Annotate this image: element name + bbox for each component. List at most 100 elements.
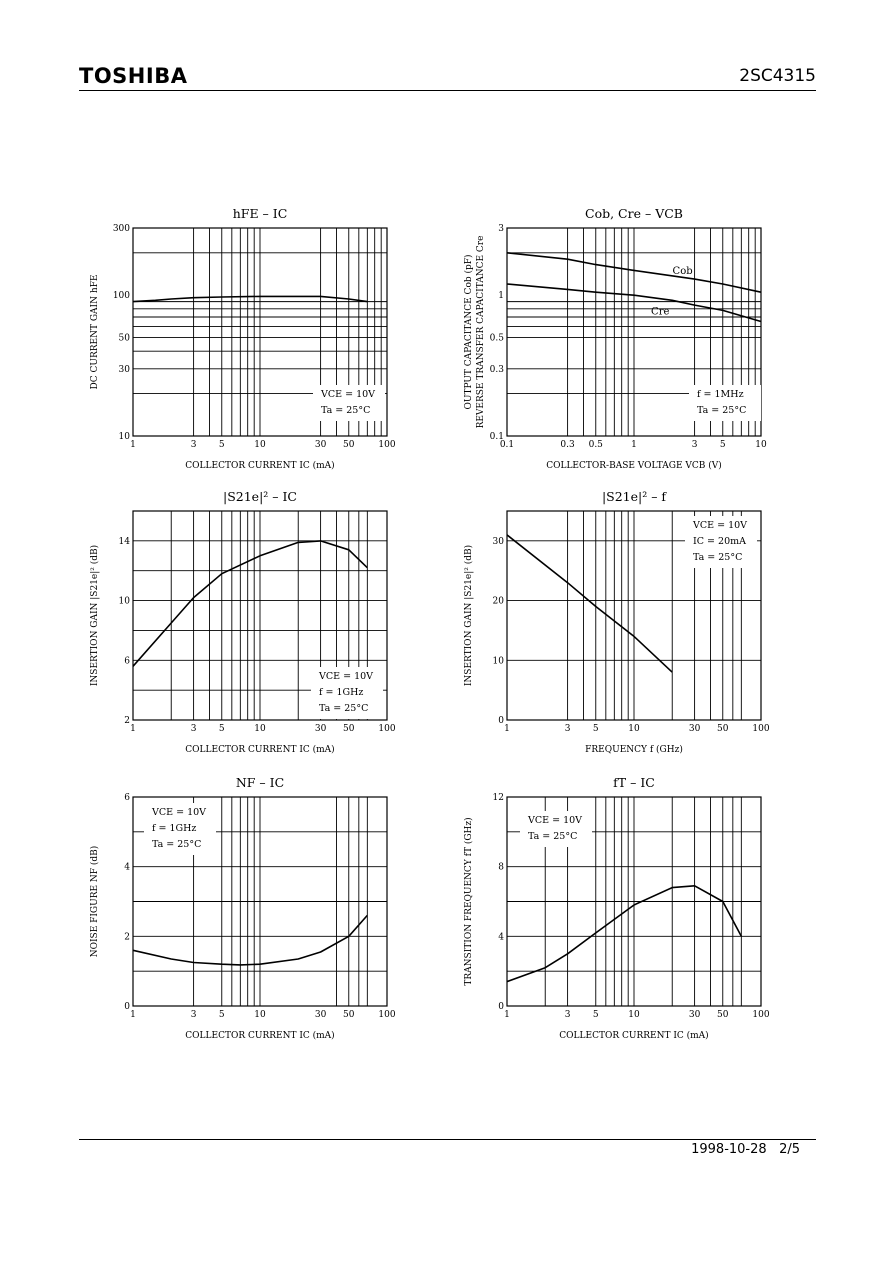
x-tick-label: 50 [343,1010,355,1020]
y-axis-label: TRANSITION FREQUENCY fT (GHz) [463,817,474,985]
chart-cap: f = 1MHz Ta = 25°C Cob Cre 0.1 0.3 0.5 1 3 5 10 0.1… [463,206,767,471]
condition-label: Ta = 25°C [693,552,742,563]
series-label-Cre: Cre [651,306,669,317]
x-tick-label: 3 [191,724,197,734]
x-tick-label: 10 [254,440,266,450]
x-tick-label: 100 [752,724,769,734]
x-tick-label: 1 [631,440,637,450]
condition-label: f = 1MHz [697,389,744,400]
condition-label: Ta = 25°C [319,703,368,714]
footer-date: 1998-10-28 [691,1142,767,1157]
plot-frame [506,227,762,437]
chart-hfe: VCE = 10V Ta = 25°C 1 3 5 10 30 50 100 10 30 50 100 3… [90,206,396,471]
condition-label: Ta = 25°C [321,405,370,416]
x-tick-label: 1 [504,1010,510,1020]
condition-label: VCE = 10V [527,815,582,826]
series-label-Cob: Cob [673,266,693,277]
y-tick-label: 0.1 [490,432,504,442]
x-tick-label: 5 [219,1010,225,1020]
part-number: 2SC4315 [739,66,816,86]
plot-frame [132,796,388,1007]
x-tick-label: 30 [689,724,701,734]
x-tick-label: 10 [254,1010,266,1020]
y-tick-label: 3 [498,224,504,234]
x-axis-label: COLLECTOR CURRENT IC (mA) [185,1030,334,1041]
x-tick-label: 50 [343,724,355,734]
footer-info: 1998-10-28 2/5 [691,1142,800,1157]
brand-logo: TOSHIBA [79,64,188,88]
x-tick-label: 3 [191,1010,197,1020]
y-axis-label: OUTPUT CAPACITANCE Cob (pF) [463,254,474,409]
y-tick-label: 100 [113,291,130,301]
x-tick-label: 30 [315,440,327,450]
y-tick-label: 50 [119,334,131,344]
x-tick-label: 10 [628,724,640,734]
plot-frame [132,510,388,721]
x-axis-label: COLLECTOR CURRENT IC (mA) [559,1030,708,1041]
y-tick-label: 0.5 [490,334,505,344]
plot-frame [132,227,388,437]
footer-rule [79,1139,816,1140]
series-line-hfe [132,295,368,303]
x-tick-label: 5 [720,440,726,450]
condition-label: VCE = 10V [320,389,375,400]
x-axis-label: COLLECTOR-BASE VOLTAGE VCB (V) [546,460,722,471]
condition-label: IC = 20mA [693,536,746,547]
y-tick-label: 2 [124,716,130,726]
chart-nf: VCE = 10V f = 1GHz Ta = 25°C 1 3 5 10 30 50 100 0 2… [89,775,396,1041]
y-tick-label: 8 [498,863,504,873]
y-tick-label: 0.3 [490,365,505,375]
chart-s21_ic: VCE = 10V f = 1GHz Ta = 25°C 1 3 5 10 30 50 100 2 6… [89,489,396,755]
y-tick-label: 10 [493,656,505,666]
x-tick-label: 10 [254,724,266,734]
chart-title: |S21e|² – f [602,489,667,504]
y-tick-label: 10 [119,597,131,607]
y-tick-label: 6 [124,656,130,666]
x-axis-label: FREQUENCY f (GHz) [585,744,683,755]
header-rule [79,90,816,91]
y-axis-label: NOISE FIGURE NF (dB) [89,846,100,958]
y-axis-label-secondary: REVERSE TRANSFER CAPACITANCE Cre [476,236,486,429]
x-tick-label: 100 [378,440,395,450]
y-tick-label: 30 [493,537,505,547]
conditions-box [685,516,757,568]
y-tick-label: 14 [119,537,131,547]
y-tick-label: 4 [498,932,504,942]
x-tick-label: 5 [219,440,225,450]
plot-frame [506,796,762,1007]
x-tick-label: 5 [219,724,225,734]
conditions-box [144,803,216,855]
series-line-nf [132,914,368,966]
y-tick-label: 300 [113,224,130,234]
series-line-s21_ic [132,540,368,667]
conditions-box [520,811,592,847]
chart-title: hFE – IC [233,206,288,221]
condition-label: Ta = 25°C [697,405,746,416]
x-tick-label: 1 [130,440,136,450]
y-tick-label: 0 [498,716,504,726]
plot-frame [506,510,762,721]
chart-title: |S21e|² – IC [223,489,297,504]
conditions-box [311,667,383,719]
series-line-s21_f [506,534,673,673]
y-axis-label: INSERTION GAIN |S21e|² (dB) [89,545,100,686]
x-tick-label: 5 [593,1010,599,1020]
condition-label: Ta = 25°C [528,831,577,842]
footer-page: 2/5 [779,1142,800,1157]
conditions-box [689,385,761,421]
x-tick-label: 30 [689,1010,701,1020]
x-tick-label: 3 [565,724,571,734]
chart-title: Cob, Cre – VCB [585,206,683,221]
condition-label: Ta = 25°C [152,839,201,850]
condition-label: f = 1GHz [319,687,363,698]
y-axis-label: INSERTION GAIN |S21e|² (dB) [463,545,474,686]
series-line-ft [506,885,743,983]
condition-label: f = 1GHz [152,823,196,834]
condition-label: VCE = 10V [692,520,747,531]
y-tick-label: 0 [498,1002,504,1012]
x-tick-label: 100 [752,1010,769,1020]
x-tick-label: 1 [130,724,136,734]
condition-label: VCE = 10V [151,807,206,818]
x-tick-label: 3 [565,1010,571,1020]
